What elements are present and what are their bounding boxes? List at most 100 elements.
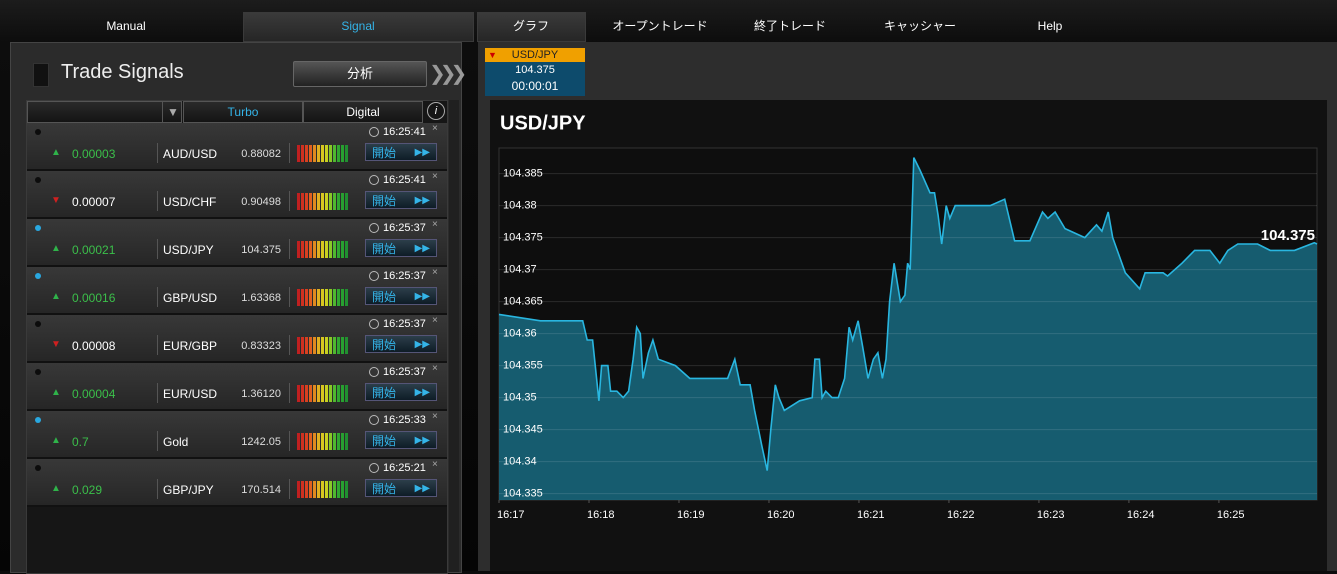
direction-arrow: ▲ — [51, 243, 61, 254]
close[interactable]: × — [432, 315, 438, 326]
start-button[interactable]: 開始 ▶▶ — [365, 383, 437, 401]
pair: USD/CHF — [163, 195, 217, 209]
x-tick-label: 16:23 — [1037, 509, 1065, 521]
separator — [289, 143, 290, 163]
strength-bar — [321, 481, 324, 498]
strength-bar — [337, 433, 340, 450]
start-button[interactable]: 開始 ▶▶ — [365, 431, 437, 449]
analysis-button[interactable]: 分析 — [293, 61, 427, 87]
strength-bar — [317, 289, 320, 306]
strength-bar — [325, 145, 328, 162]
strength-bar — [305, 289, 308, 306]
strength-bar — [345, 433, 348, 450]
turbo-tab[interactable]: Turbo — [183, 101, 303, 123]
separator — [289, 191, 290, 211]
button-arrow: ▶▶ — [414, 387, 430, 398]
x-tick-label: 16:18 — [587, 509, 615, 521]
y-tick-label: 104.335 — [503, 488, 543, 500]
strength-bar — [321, 337, 324, 354]
status-dot — [35, 417, 41, 423]
clock-icon — [369, 271, 379, 281]
close[interactable]: × — [432, 459, 438, 470]
strength-bar — [317, 193, 320, 210]
line — [498, 157, 1318, 471]
close[interactable]: × — [432, 267, 438, 278]
change: 0.00016 — [72, 291, 116, 305]
strength-bar — [333, 433, 336, 450]
price: 1.36120 — [241, 388, 281, 400]
strength-bar — [297, 337, 300, 354]
chart: USD/JPY 104.335 104.34 104.345 104.35 104.35… — [490, 100, 1327, 571]
strength-bar — [317, 433, 320, 450]
close[interactable]: × — [432, 123, 438, 134]
start-button[interactable]: 開始 ▶▶ — [365, 239, 437, 257]
strength-bar — [325, 481, 328, 498]
chevrons: ❯❯❯ — [429, 63, 467, 85]
direction-arrow: ▼ — [51, 339, 61, 350]
graph-tab-box — [477, 12, 586, 42]
close[interactable]: × — [432, 411, 438, 422]
button-arrow: ▶▶ — [414, 243, 430, 254]
separator — [157, 287, 158, 307]
strength-bar — [309, 337, 312, 354]
strength-bar — [333, 145, 336, 162]
strength-bar — [297, 481, 300, 498]
button-arrow: ▶▶ — [414, 435, 430, 446]
y-tick-label: 104.365 — [503, 296, 543, 308]
nav-tab[interactable]: グラフ — [512, 19, 549, 33]
pair: USD/JPY — [163, 243, 214, 257]
start-button[interactable]: 開始 ▶▶ — [365, 479, 437, 497]
start-button[interactable]: 開始 ▶▶ — [365, 287, 437, 305]
chart-title: USD/JPY — [500, 112, 586, 134]
strength-bar — [317, 337, 320, 354]
separator — [289, 287, 290, 307]
strength-bar — [325, 289, 328, 306]
pair: AUD/USD — [163, 147, 218, 161]
start-button[interactable]: 開始 ▶▶ — [365, 143, 437, 161]
nav-tab[interactable]: オープントレード — [612, 19, 708, 33]
nav-tab[interactable]: Signal — [341, 19, 375, 33]
strength-bar — [333, 241, 336, 258]
strength-bar — [305, 433, 308, 450]
strength-bar — [333, 289, 336, 306]
time: 16:25:21 — [383, 462, 426, 474]
close[interactable]: × — [432, 363, 438, 374]
direction-arrow: ▼ — [51, 195, 61, 206]
status-dot — [35, 177, 41, 183]
signal-row: ▲ 0.00003 AUD/USD 0.88082 16:25:41 × 開始 ▶▶ — [27, 123, 447, 171]
price: 104.375 — [241, 244, 281, 256]
strength-bar — [301, 241, 304, 258]
nav-tab[interactable]: キャッシャー — [883, 19, 956, 33]
strength-bar — [333, 385, 336, 402]
nav-tab[interactable]: 終了トレード — [753, 19, 826, 33]
change: 0.029 — [72, 483, 103, 497]
info-icon[interactable]: i — [427, 102, 445, 120]
close[interactable]: × — [432, 219, 438, 230]
area — [499, 157, 1317, 500]
strength-bar — [329, 193, 332, 210]
strength-bar — [345, 337, 348, 354]
start-button[interactable]: 開始 ▶▶ — [365, 335, 437, 353]
x-tick-label: 16:19 — [677, 509, 705, 521]
start-button[interactable]: 開始 ▶▶ — [365, 191, 437, 209]
strength-bar — [301, 289, 304, 306]
close[interactable]: × — [432, 171, 438, 182]
y-tick-label: 104.385 — [503, 168, 543, 180]
strength-bar — [345, 241, 348, 258]
nav-tab[interactable]: Manual — [106, 19, 146, 33]
strength-bar — [313, 433, 316, 450]
strength-bar — [305, 193, 308, 210]
time: 16:25:41 — [383, 174, 426, 186]
clock-icon — [369, 223, 379, 233]
filter-dropdown[interactable]: ▼ — [27, 101, 182, 123]
signal-row: ▲ 0.00016 GBP/USD 1.63368 16:25:37 × 開始 ▶▶ — [27, 267, 447, 315]
change: 0.00004 — [72, 387, 116, 401]
nav-tab[interactable]: Help — [1037, 19, 1063, 33]
strength-bar — [297, 241, 300, 258]
pair: GBP/USD — [163, 291, 218, 305]
time: 16:25:37 — [383, 318, 426, 330]
y-tick-label: 104.35 — [503, 392, 537, 404]
strength-bar — [337, 337, 340, 354]
clock-icon — [369, 367, 379, 377]
digital-tab[interactable]: Digital — [303, 101, 423, 123]
